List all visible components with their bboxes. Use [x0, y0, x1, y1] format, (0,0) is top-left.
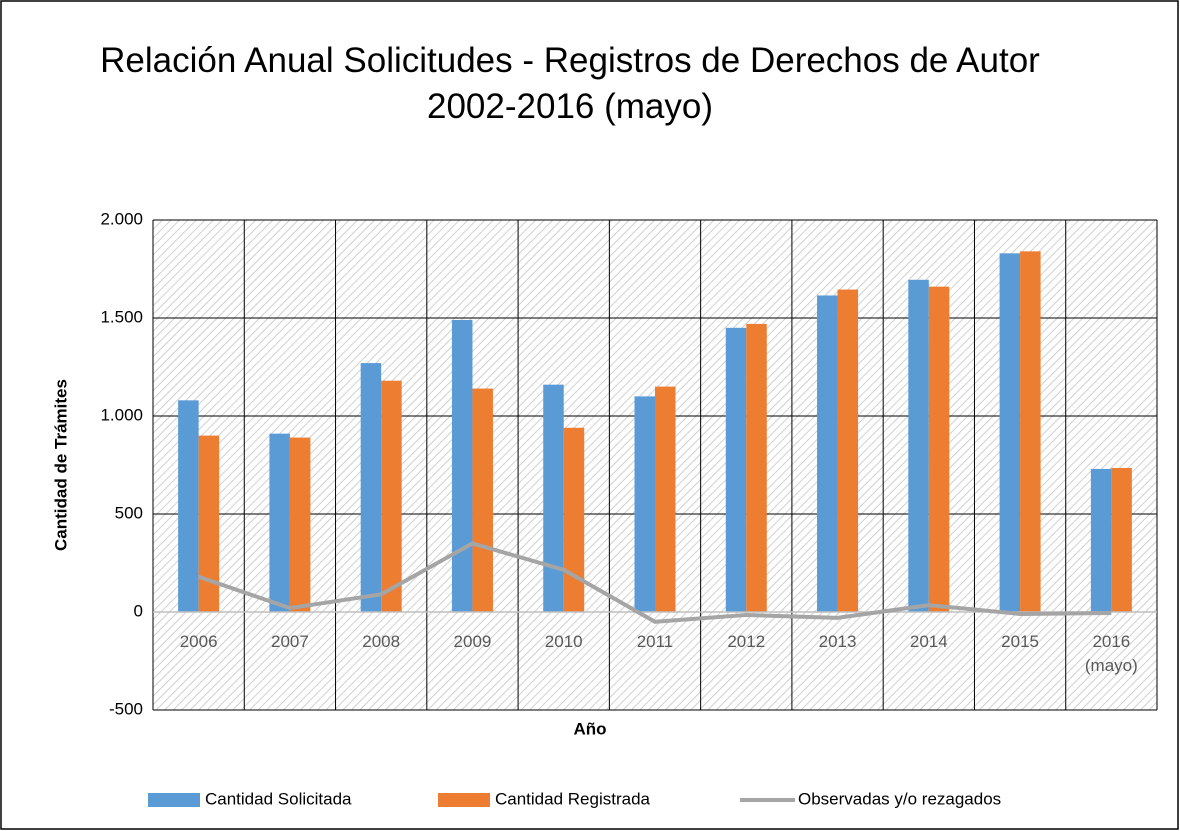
y-axis-label: Cantidad de Trámites: [51, 379, 70, 551]
x-tick-label: 2006: [179, 632, 218, 651]
x-tick-label: 2008: [362, 632, 401, 651]
legend-label: Cantidad Solicitada: [205, 789, 352, 808]
bar: [655, 386, 676, 612]
bar: [1111, 467, 1132, 612]
bar: [451, 319, 473, 612]
bar: [563, 427, 585, 612]
y-tick-label: 1.500: [100, 307, 143, 326]
x-tick-label: 2016 (mayo): [1084, 632, 1138, 675]
bar: [908, 279, 929, 612]
legend-swatch: [438, 793, 490, 807]
x-tick-label: 2009: [453, 632, 492, 651]
bar: [381, 380, 402, 612]
x-axis-label: Año: [573, 719, 606, 738]
legend-label: Cantidad Registrada: [495, 789, 651, 808]
bar: [725, 327, 747, 612]
bar: [1090, 468, 1112, 612]
y-tick-label: 0: [134, 601, 143, 620]
bar: [289, 437, 311, 612]
x-tick-label: 2011: [636, 632, 674, 651]
y-tick-label: 2.000: [100, 209, 143, 228]
x-tick-label: 2014: [909, 632, 948, 651]
bar: [928, 286, 950, 612]
x-tick-label: 2015: [1001, 632, 1039, 651]
bar: [178, 400, 199, 612]
legend-swatch: [148, 793, 200, 807]
y-tick-label: 1.000: [100, 405, 143, 424]
bar: [999, 253, 1021, 612]
bar: [817, 295, 838, 612]
y-tick-label: -500: [109, 699, 143, 718]
bar: [634, 396, 655, 612]
x-tick-label: 2007: [270, 632, 309, 651]
chart-title: Relación Anual Solicitudes - Registros d…: [100, 41, 1040, 126]
bar: [837, 289, 859, 612]
line: [197, 541, 1112, 624]
bar: [746, 323, 767, 612]
bar: [269, 433, 290, 612]
bar: [543, 384, 564, 612]
bar: [198, 435, 220, 612]
bar: [1020, 251, 1041, 613]
legend-label: Observadas y/o rezagados: [798, 789, 1001, 808]
x-tick-label: 2013: [818, 632, 857, 651]
bar: [360, 363, 382, 612]
bar: [472, 388, 493, 612]
x-tick-label: 2010: [544, 632, 583, 651]
y-tick-label: 500: [115, 503, 143, 522]
x-tick-label: 2012: [727, 632, 766, 651]
